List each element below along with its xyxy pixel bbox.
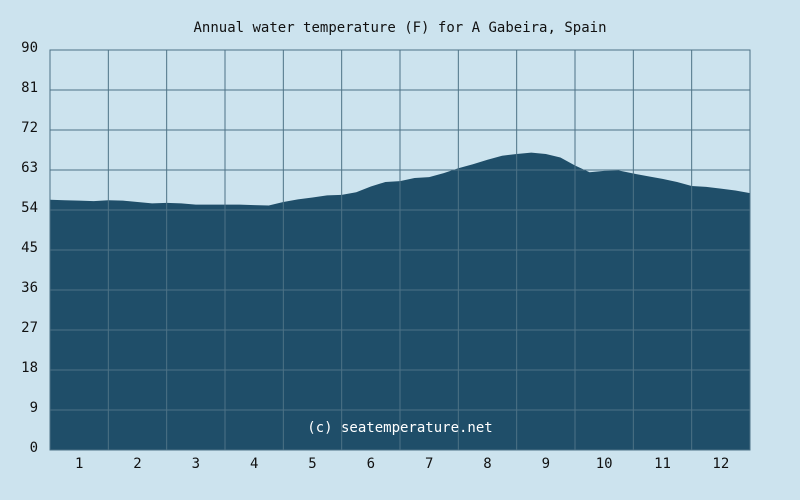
plot-border bbox=[49, 49, 751, 451]
x-tick-label: 7 bbox=[425, 456, 433, 472]
y-tick-label: 81 bbox=[21, 80, 38, 96]
x-tick-label: 2 bbox=[133, 456, 141, 472]
x-tick-label: 9 bbox=[542, 456, 550, 472]
y-tick-label: 18 bbox=[21, 360, 38, 376]
x-tick-label: 6 bbox=[367, 456, 375, 472]
y-tick-label: 27 bbox=[21, 320, 38, 336]
x-tick-label: 10 bbox=[596, 456, 613, 472]
y-tick-label: 72 bbox=[21, 120, 38, 136]
chart-title: Annual water temperature (F) for A Gabei… bbox=[193, 20, 606, 36]
x-tick-label: 5 bbox=[308, 456, 316, 472]
x-tick-label: 12 bbox=[712, 456, 729, 472]
y-tick-label: 0 bbox=[30, 440, 38, 456]
y-tick-label: 36 bbox=[21, 280, 38, 296]
x-tick-label: 1 bbox=[75, 456, 83, 472]
y-tick-label: 90 bbox=[21, 40, 38, 56]
y-tick-label: 9 bbox=[30, 400, 38, 416]
x-tick-label: 8 bbox=[483, 456, 491, 472]
x-tick-label: 4 bbox=[250, 456, 258, 472]
y-tick-label: 63 bbox=[21, 160, 38, 176]
annotation: (c) seatemperature.net bbox=[307, 420, 492, 436]
y-tick-label: 45 bbox=[21, 240, 38, 256]
y-tick-label: 54 bbox=[21, 200, 38, 216]
x-tick-label: 3 bbox=[192, 456, 200, 472]
x-tick-label: 11 bbox=[654, 456, 671, 472]
